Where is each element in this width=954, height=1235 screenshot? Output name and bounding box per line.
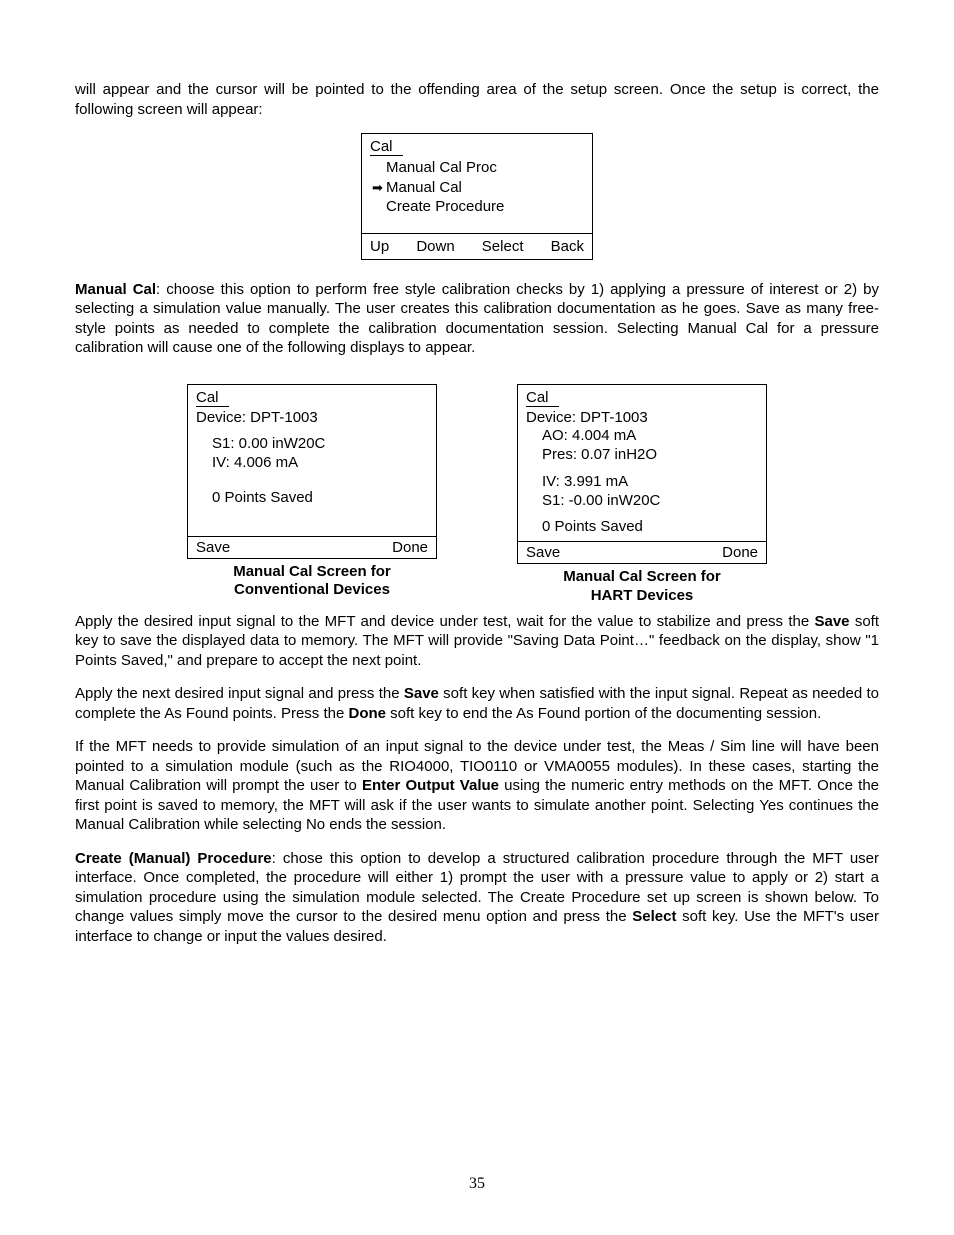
- create-procedure-lead: Create (Manual) Procedure: [75, 850, 272, 867]
- cal-menu-screen: Cal Manual Cal Proc ➡ Manual Cal Create …: [361, 133, 593, 260]
- screen-left-points: 0 Points Saved: [196, 489, 428, 508]
- caption-line: Manual Cal Screen for: [233, 563, 391, 580]
- screen-right-title: Cal: [526, 389, 559, 407]
- page-container: will appear and the cursor will be point…: [0, 0, 954, 1235]
- save-key-bold: Save: [404, 685, 439, 702]
- softkey-done: Done: [392, 539, 428, 556]
- cal-menu-top: Cal Manual Cal Proc ➡ Manual Cal Create …: [362, 134, 592, 234]
- caption-line: HART Devices: [591, 587, 694, 604]
- softkey-select: Select: [482, 238, 524, 255]
- caption-line: Conventional Devices: [234, 581, 390, 598]
- intro-paragraph: will appear and the cursor will be point…: [75, 80, 879, 119]
- screen-right-box: Cal Device: DPT-1003 AO: 4.004 mA Pres: …: [517, 384, 767, 565]
- caption-line: Manual Cal Screen for: [563, 568, 721, 585]
- screen-right-iv: IV: 3.991 mA: [526, 473, 758, 492]
- screen-left-device: Device: DPT-1003: [196, 409, 428, 428]
- screen-right-softkeys: Save Done: [518, 542, 766, 563]
- softkey-save: Save: [196, 539, 230, 556]
- screen-right-pres: Pres: 0.07 inH2O: [526, 446, 758, 465]
- screen-right-points: 0 Points Saved: [526, 518, 758, 537]
- softkey-down: Down: [416, 238, 454, 255]
- enter-output-bold: Enter Output Value: [362, 777, 499, 794]
- text: Apply the next desired input signal and …: [75, 685, 404, 702]
- create-paragraph: Create (Manual) Procedure: chose this op…: [75, 849, 879, 947]
- screen-right-s1: S1: -0.00 inW20C: [526, 492, 758, 511]
- screen-left-top: Cal Device: DPT-1003 S1: 0.00 inW20C IV:…: [188, 385, 436, 537]
- cal-menu-items: Manual Cal Proc ➡ Manual Cal Create Proc…: [370, 158, 584, 217]
- screen-right-top: Cal Device: DPT-1003 AO: 4.004 mA Pres: …: [518, 385, 766, 543]
- cal-menu-item: Create Procedure: [386, 197, 584, 217]
- sim-paragraph: If the MFT needs to provide simulation o…: [75, 737, 879, 835]
- apply-paragraph: Apply the desired input signal to the MF…: [75, 612, 879, 671]
- text: soft key to end the As Found portion of …: [386, 705, 821, 722]
- screen-left-s1: S1: 0.00 inW20C: [196, 435, 428, 454]
- page-number: 35: [0, 1175, 954, 1193]
- cal-menu-item: Manual Cal Proc: [386, 158, 584, 178]
- screen-left-col: Cal Device: DPT-1003 S1: 0.00 inW20C IV:…: [187, 384, 437, 606]
- screen-right-ao: AO: 4.004 mA: [526, 427, 758, 446]
- cal-menu-softkeys: Up Down Select Back: [362, 234, 592, 259]
- screen-left-box: Cal Device: DPT-1003 S1: 0.00 inW20C IV:…: [187, 384, 437, 559]
- done-key-bold: Done: [349, 705, 387, 722]
- arrow-right-icon: ➡: [372, 180, 383, 197]
- save-key-bold: Save: [814, 613, 849, 630]
- screen-right-col: Cal Device: DPT-1003 AO: 4.004 mA Pres: …: [517, 384, 767, 606]
- manual-cal-paragraph: Manual Cal: choose this option to perfor…: [75, 280, 879, 358]
- screen-row: Cal Device: DPT-1003 S1: 0.00 inW20C IV:…: [75, 384, 879, 606]
- manual-cal-rest: : choose this option to perform free sty…: [75, 281, 879, 357]
- cal-menu-title: Cal: [370, 138, 403, 156]
- screen-right-caption: Manual Cal Screen for HART Devices: [517, 568, 767, 606]
- select-key-bold: Select: [632, 908, 676, 925]
- screen-left-softkeys: Save Done: [188, 537, 436, 558]
- screen-left-caption: Manual Cal Screen for Conventional Devic…: [187, 563, 437, 601]
- softkey-up: Up: [370, 238, 389, 255]
- softkey-save: Save: [526, 544, 560, 561]
- softkey-back: Back: [551, 238, 584, 255]
- cal-menu-item-selected: ➡ Manual Cal: [386, 178, 584, 198]
- cal-menu-item-label: Manual Cal: [386, 179, 462, 196]
- next-paragraph: Apply the next desired input signal and …: [75, 684, 879, 723]
- softkey-done: Done: [722, 544, 758, 561]
- screen-left-title: Cal: [196, 389, 229, 407]
- text: Apply the desired input signal to the MF…: [75, 613, 814, 630]
- screen-left-iv: IV: 4.006 mA: [196, 454, 428, 473]
- screen-right-device: Device: DPT-1003: [526, 409, 758, 428]
- manual-cal-lead: Manual Cal: [75, 281, 156, 298]
